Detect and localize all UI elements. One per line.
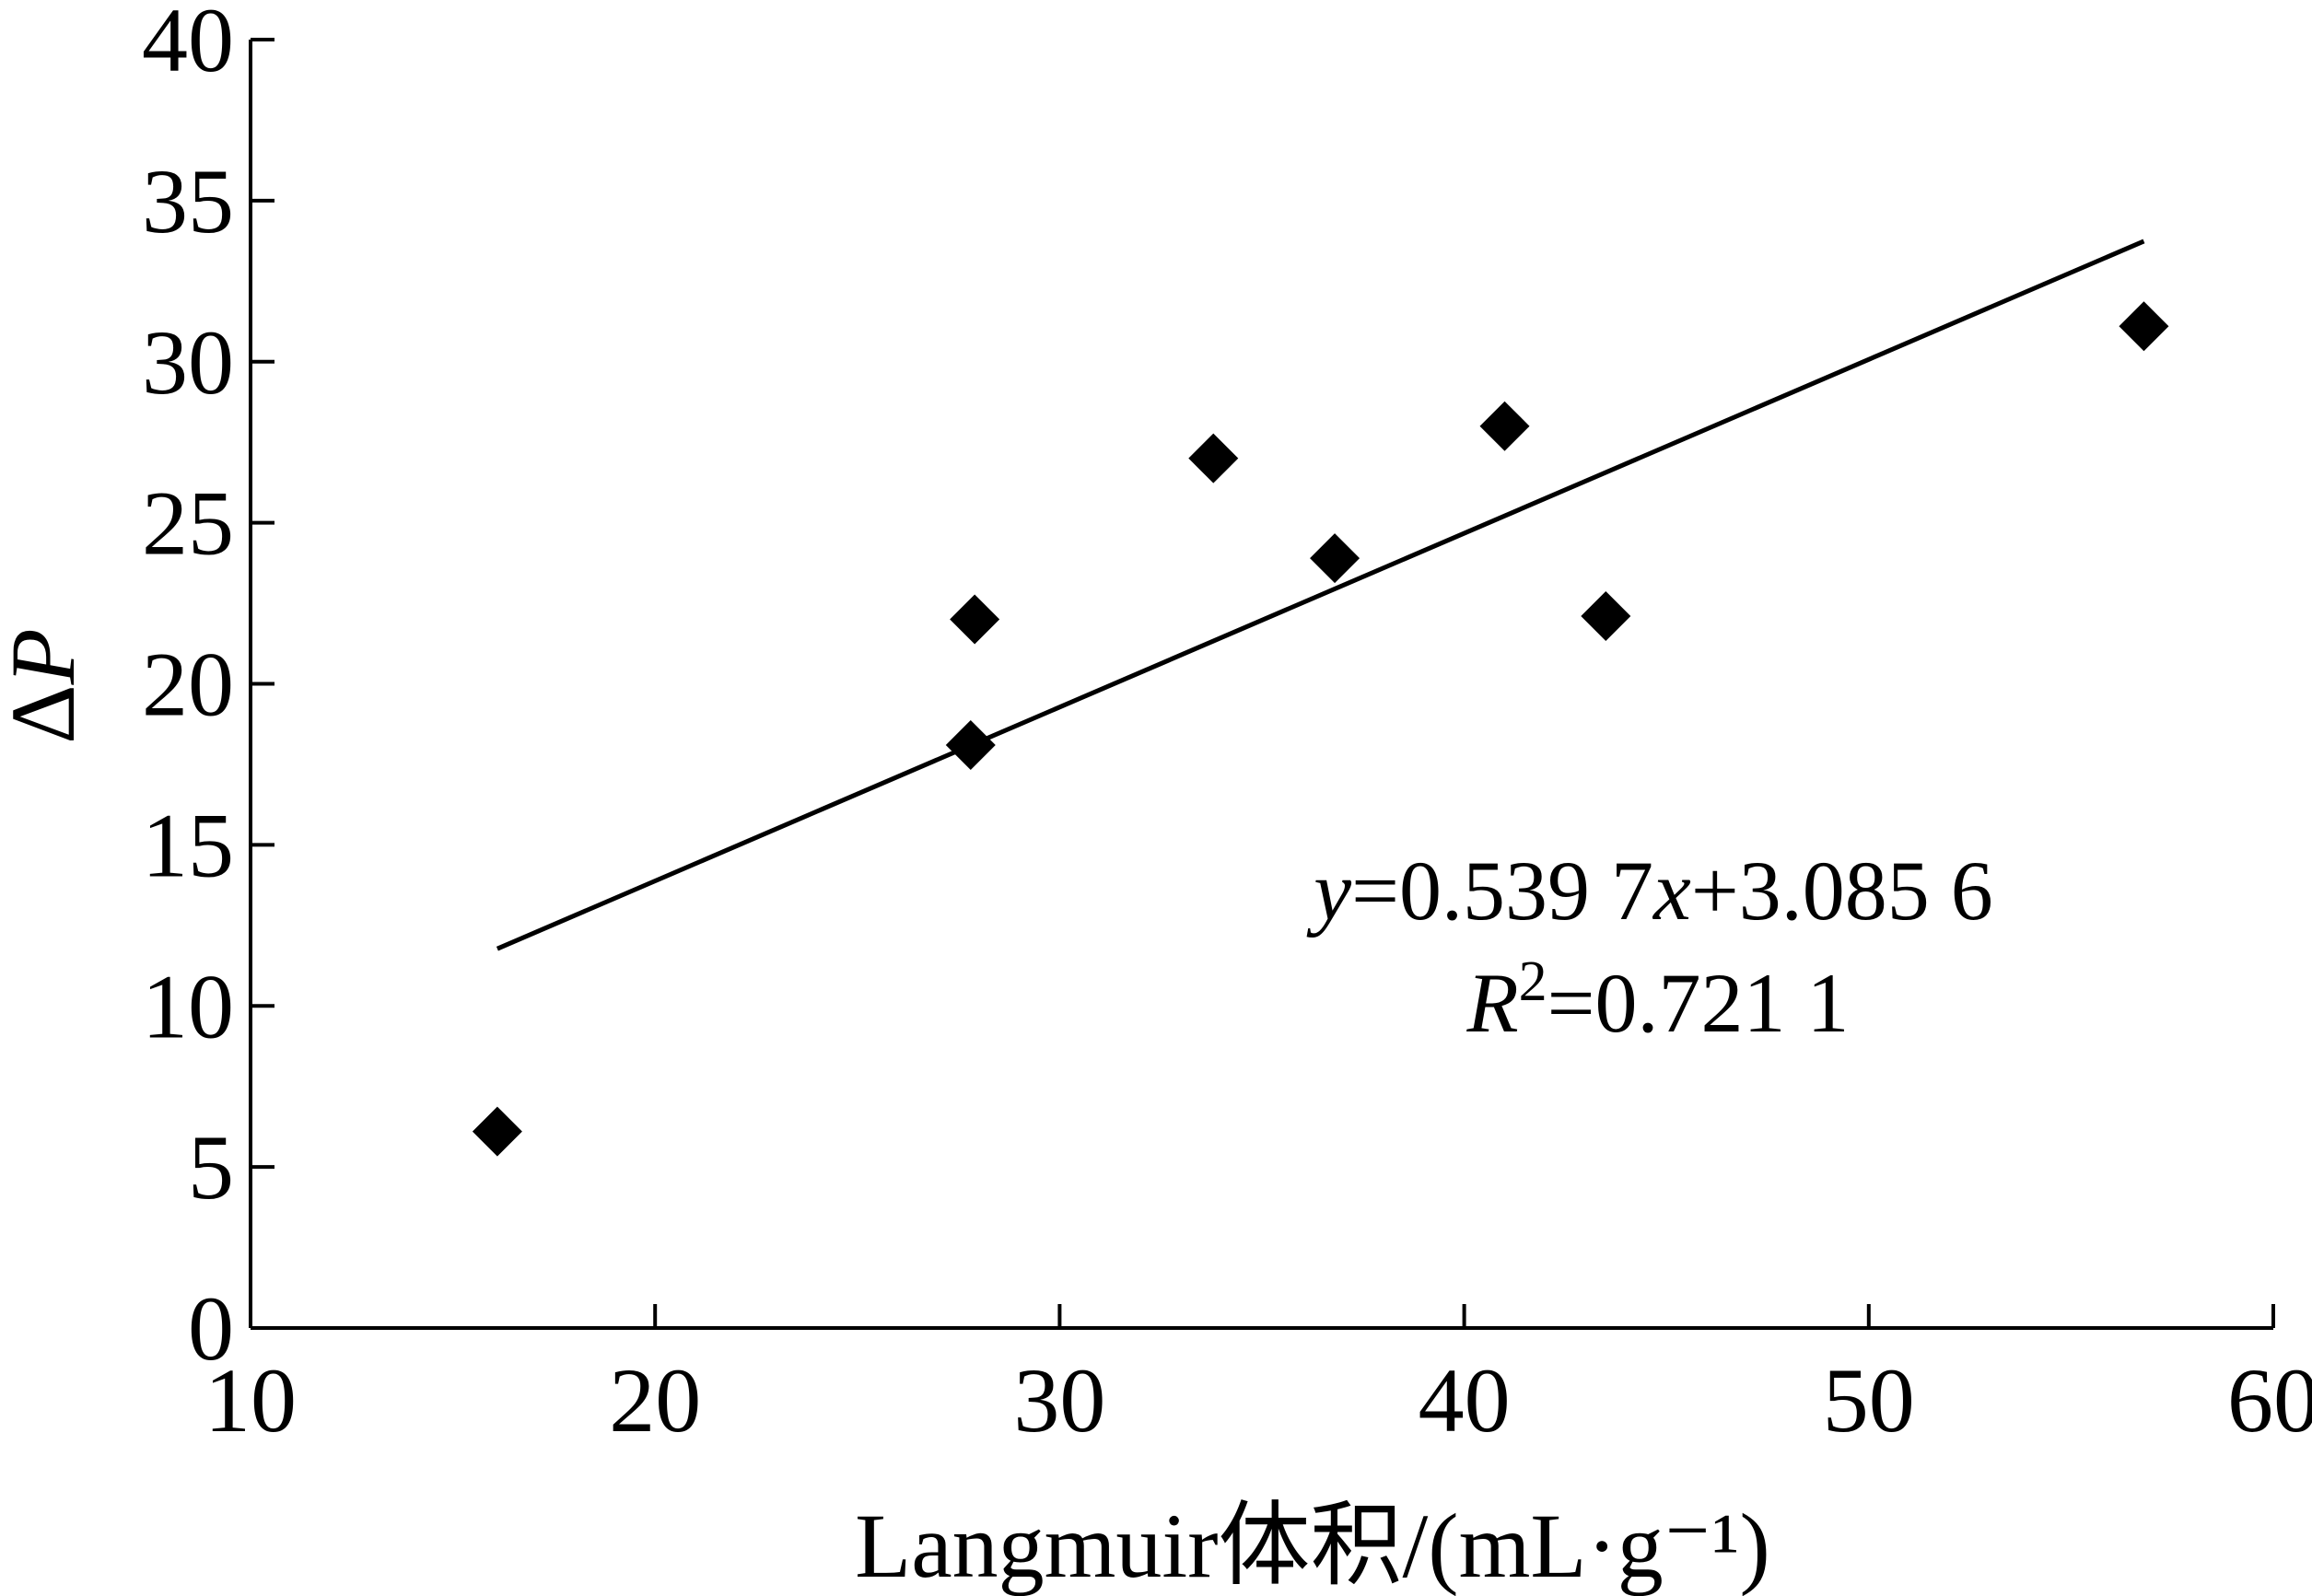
x-tick-label: 30 [1013,1349,1105,1451]
y-ticks: 0 5 10 15 20 25 30 35 40 [142,0,274,1380]
y-tick-label: 15 [142,794,234,896]
y-tick-label: 20 [142,634,234,736]
x-tick-label: 10 [204,1349,297,1451]
x-tick-label: 50 [1823,1349,1915,1451]
trendline-group [496,239,2145,951]
y-tick-label: 10 [142,955,234,1057]
data-point-1 [472,1106,522,1157]
data-point-3 [950,594,1000,645]
x-tick-label: 20 [609,1349,701,1451]
data-point-7 [1581,591,1631,642]
data-points [472,301,2169,1157]
trendline [496,239,2145,951]
y-tick-label: 30 [142,311,234,414]
data-point-4 [1188,433,1239,483]
data-point-8 [2119,301,2169,352]
x-tick-label: 40 [1419,1349,1511,1451]
data-point-5 [1310,533,1360,584]
y-tick-label: 5 [188,1116,234,1218]
axes [249,40,2273,1330]
y-axis-title: ΔP [0,628,94,743]
trendline-equation: y=0.539 7x+3.085 6 [1306,844,1992,938]
y-tick-label: 35 [142,150,234,252]
data-point-2 [945,719,996,770]
y-tick-label: 0 [188,1277,234,1380]
x-tick-label: 60 [2227,1349,2312,1451]
x-ticks: 10 20 30 40 50 60 [204,1304,2312,1451]
y-tick-label: 40 [142,0,234,91]
trendline-r-squared: R2=0.721 1 [1465,950,1849,1050]
data-point-6 [1479,401,1530,451]
y-tick-label: 25 [142,472,234,575]
x-axis-title: Langmuir体积/(mL·g⁻¹) [855,1495,1770,1596]
